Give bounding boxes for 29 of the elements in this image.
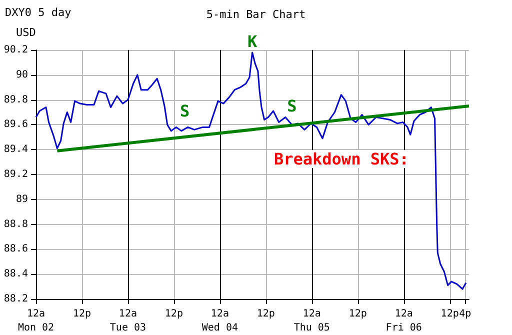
x-tick-label: 12p [164,308,183,320]
y-tick-label: 90 [16,69,28,80]
x-tick-label: 12p [348,308,367,320]
x-tick-label: 12a Fri 06 [386,308,422,334]
x-tick-label: 12a Wed 04 [202,308,238,334]
annotation: Breakdown SKS: [274,150,409,168]
y-tick-label: 89 [16,194,28,205]
x-tick-label: 4p [459,308,472,320]
x-tick-label: 12a Mon 02 [18,308,54,334]
y-tick-label: 88.8 [4,218,28,230]
y-tick-label: 88.2 [4,294,28,304]
annotation: K [247,32,258,51]
y-axis-title: USD [16,26,36,39]
annotation: S [180,102,190,121]
y-tick-label: 89.4 [4,144,28,156]
y-tick-label: 88.6 [4,244,28,255]
x-tick-label: 12p [440,308,459,320]
chart-title: DXY0 5 day [5,6,72,19]
y-tick-label: 89.2 [4,169,28,180]
annotation: S [287,96,297,116]
x-tick-label: 12p [72,308,92,320]
y-tick-label: 90.2 [4,44,28,56]
y-tick-label: 89.6 [4,119,28,130]
x-tick-label: 12a Tue 03 [110,308,146,334]
chart-subtitle: 5-min Bar Chart [206,8,306,21]
y-tick-label: 88.4 [4,268,28,280]
x-tick-label: 12a Thu 05 [294,308,330,334]
x-tick-label: 12p [256,308,275,320]
y-tick-label: 89.8 [4,94,28,106]
